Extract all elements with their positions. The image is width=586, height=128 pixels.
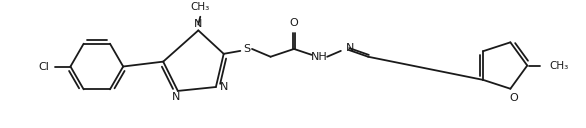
- Text: N: N: [172, 92, 180, 102]
- Text: CH₃: CH₃: [550, 61, 569, 71]
- Text: N: N: [346, 43, 354, 53]
- Text: O: O: [289, 18, 298, 28]
- Text: N: N: [194, 19, 203, 29]
- Text: Cl: Cl: [38, 62, 49, 72]
- Text: O: O: [509, 93, 517, 103]
- Text: CH₃: CH₃: [190, 2, 210, 12]
- Text: N: N: [220, 82, 228, 92]
- Text: NH: NH: [311, 52, 328, 62]
- Text: S: S: [244, 44, 251, 54]
